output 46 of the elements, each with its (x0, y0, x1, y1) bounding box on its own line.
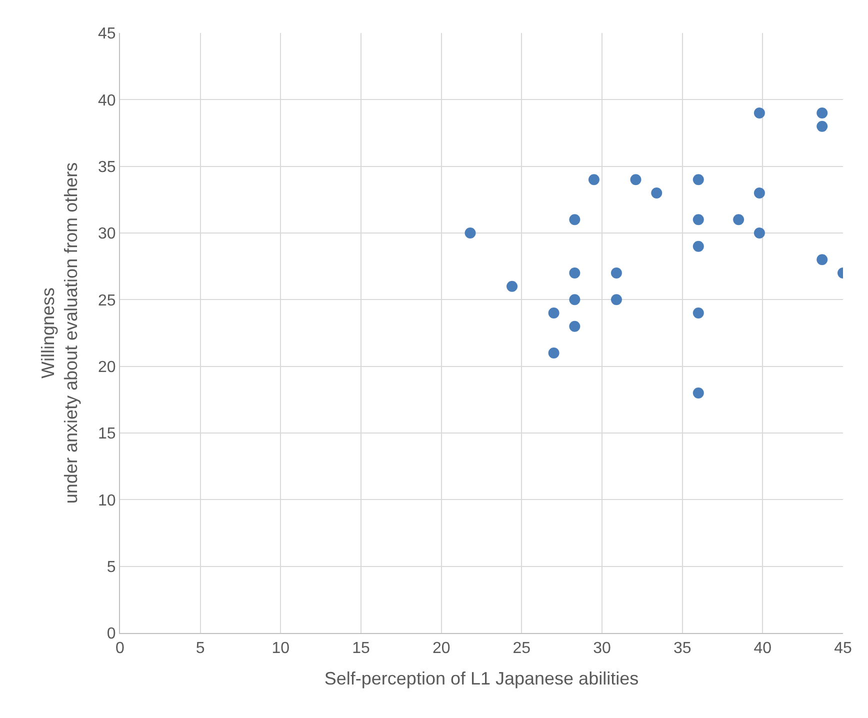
y-tick-label: 30 (98, 226, 116, 243)
point (569, 294, 580, 306)
point (548, 308, 560, 318)
y-tick-label: 20 (98, 358, 116, 376)
x-tick-label: 5 (196, 640, 205, 658)
y-tick-label: 45 (98, 26, 116, 43)
x-tick-label: 40 (754, 640, 772, 658)
point (733, 214, 744, 226)
point (506, 280, 518, 292)
x-tick-label: 15 (352, 640, 370, 658)
point (610, 268, 622, 278)
point (692, 214, 704, 226)
y-tick-label: 10 (98, 492, 116, 510)
point (548, 348, 560, 358)
point (816, 108, 828, 118)
x-axis-title: Self-perception of L1 Japanese abilities (324, 668, 639, 688)
point (610, 294, 622, 306)
y-tick-label: 25 (98, 292, 116, 310)
point (569, 268, 580, 278)
x-tick-label: 20 (432, 640, 450, 658)
y-tick-label: 35 (98, 158, 116, 176)
y-tick-label: 0 (106, 626, 116, 643)
point (754, 108, 765, 118)
point (754, 188, 765, 198)
point (816, 120, 828, 132)
y-tick-label: 40 (98, 92, 116, 110)
point (692, 308, 704, 318)
y-tick-label: 15 (98, 426, 116, 443)
x-tick-label: 25 (512, 640, 531, 658)
x-tick-label: 10 (272, 640, 290, 658)
x-tick-label: 30 (593, 640, 611, 658)
x-tick-label: 45 (834, 640, 852, 658)
y-axis-title: Willingness under anxiety about evaluation from others (38, 162, 82, 504)
point (630, 174, 642, 186)
point (692, 174, 704, 186)
point (569, 320, 580, 332)
point (569, 214, 580, 226)
point (754, 228, 765, 238)
point (588, 174, 600, 186)
point (464, 228, 476, 238)
point (651, 188, 662, 198)
x-tick-label: 35 (673, 640, 692, 658)
y-tick-label: 5 (106, 558, 116, 576)
point (692, 240, 704, 252)
point (692, 388, 704, 398)
point (816, 254, 828, 266)
